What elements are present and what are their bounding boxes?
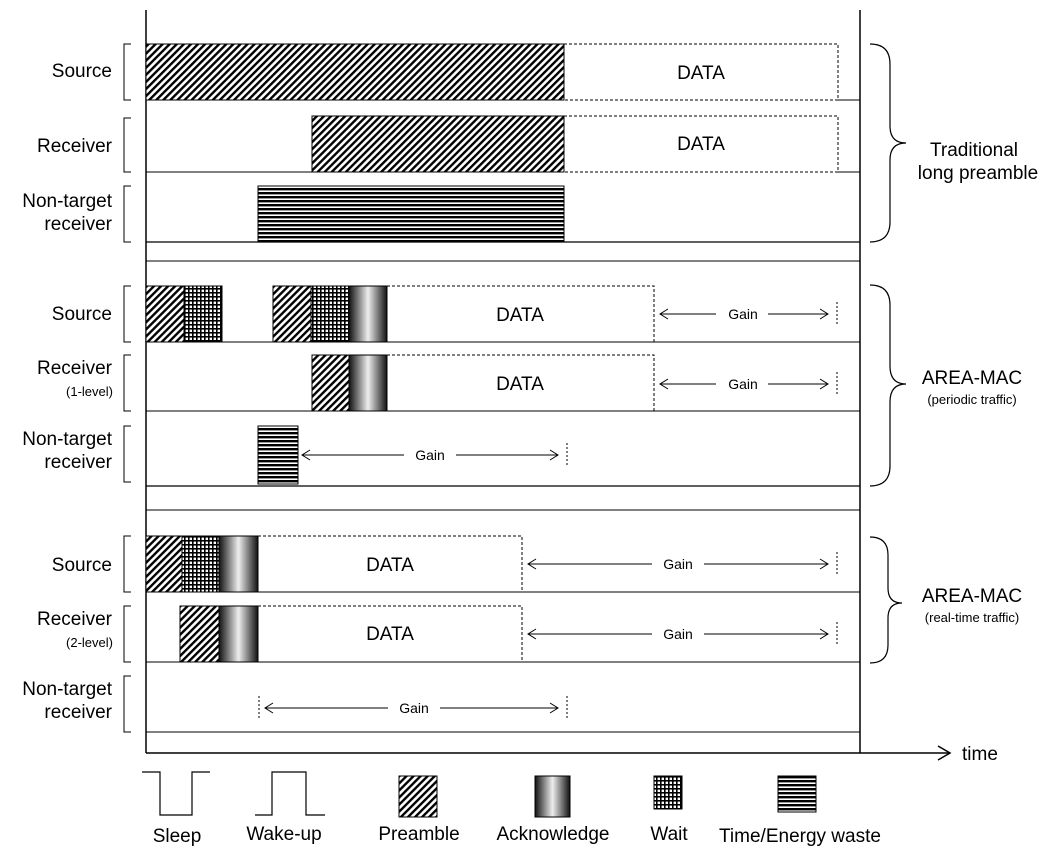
row-label-trad-receiver: Receiver [37, 136, 113, 157]
row-bracket-per-nontarget [123, 425, 131, 483]
legend-preamble-label: Preamble [378, 824, 459, 845]
trad-source-data-box [563, 43, 839, 101]
row-bracket-rt-nontarget [123, 675, 131, 733]
legend: Sleep Wake-up Preamble Acknowledge Wait … [142, 771, 881, 847]
time-axis-arrowhead [937, 745, 952, 761]
row-bracket-per-receiver [123, 354, 131, 412]
legend-waste-swatch [777, 775, 817, 813]
legend-sleep-label: Sleep [153, 826, 202, 847]
row-label-per-nontarget-2: receiver [44, 452, 112, 473]
per-source-preamble-2 [272, 285, 312, 343]
brace-traditional [869, 43, 907, 243]
legend-acknowledge-swatch [534, 775, 571, 818]
legend-preamble-swatch [398, 775, 438, 818]
per-receiver-gain-label: Gain [728, 376, 758, 392]
rt-source-data-box [257, 535, 523, 593]
per-receiver-data-label: DATA [496, 374, 544, 395]
group-label-realtime-2: (real-time traffic) [925, 610, 1019, 625]
row-label-trad-nontarget-2: receiver [44, 214, 112, 235]
per-source-data-label: DATA [496, 305, 544, 326]
row-bracket-per-source [123, 285, 131, 343]
row-bracket-trad-receiver [123, 117, 131, 173]
per-source-ack [348, 285, 388, 343]
per-nontarget-waste [257, 425, 299, 485]
per-receiver-ack [348, 354, 388, 412]
trad-source-data-label: DATA [677, 63, 725, 84]
trad-receiver-data-box [563, 115, 839, 173]
row-label-per-receiver: Receiver [37, 358, 113, 379]
brace-realtime [869, 536, 903, 664]
row-label-per-nontarget-1: Non-target [22, 429, 112, 450]
legend-sleep-symbol [142, 771, 210, 816]
legend-acknowledge-label: Acknowledge [496, 824, 609, 845]
brace-periodic [869, 284, 907, 487]
per-receiver-gain-arrow [659, 372, 838, 396]
trad-receiver-preamble [311, 115, 565, 173]
trad-nontarget-waste [257, 185, 565, 243]
group-label-traditional-2: long preamble [918, 163, 1038, 184]
row-label-rt-source: Source [52, 555, 112, 576]
row-label-rt-receiver-level: (2-level) [66, 635, 113, 650]
group-label-traditional-1: Traditional [930, 140, 1018, 161]
rt-receiver-gain-label: Gain [663, 626, 693, 642]
rt-receiver-ack [218, 605, 259, 663]
group-label-realtime-1: AREA-MAC [922, 586, 1022, 607]
row-label-trad-source: Source [52, 61, 112, 82]
per-source-gain-label: Gain [728, 306, 758, 322]
legend-wait-swatch [653, 775, 683, 810]
row-label-rt-nontarget-1: Non-target [22, 679, 112, 700]
legend-waste-label: Time/Energy waste [719, 826, 881, 847]
row-bracket-trad-source [123, 43, 131, 101]
legend-wakeup-label: Wake-up [246, 824, 321, 845]
per-receiver-preamble [311, 354, 350, 412]
per-nontarget-gain-arrow [301, 443, 568, 467]
legend-wakeup-symbol [255, 771, 325, 816]
group-label-periodic-1: AREA-MAC [922, 368, 1022, 389]
rt-source-gain-label: Gain [663, 556, 693, 572]
rt-source-gain-arrow [527, 552, 838, 576]
per-source-wait-2 [310, 285, 350, 343]
rt-receiver-preamble [179, 605, 220, 663]
per-source-gain-arrow [659, 302, 838, 326]
rt-source-wait [181, 535, 220, 593]
trad-source-preamble [145, 43, 565, 101]
row-label-rt-receiver: Receiver [37, 609, 113, 630]
rt-source-preamble [145, 535, 183, 593]
trad-receiver-data-label: DATA [677, 134, 725, 155]
row-label-per-source: Source [52, 304, 112, 325]
row-label-per-receiver-level: (1-level) [66, 384, 113, 399]
row-label-trad-nontarget-1: Non-target [22, 191, 112, 212]
time-axis-label: time [962, 744, 998, 765]
per-receiver-data-box [386, 354, 655, 412]
row-bracket-trad-nontarget [123, 185, 131, 243]
row-bracket-rt-source [123, 535, 131, 593]
per-nontarget-gain-label: Gain [415, 447, 445, 463]
per-source-preamble-1 [145, 285, 185, 343]
row-label-rt-nontarget-2: receiver [44, 702, 112, 723]
rt-receiver-data-box [257, 605, 523, 663]
per-source-data-box [386, 285, 655, 343]
rt-nontarget-gain-arrow [258, 696, 568, 720]
per-source-wait-1 [183, 285, 223, 343]
rt-receiver-data-label: DATA [366, 624, 414, 645]
rt-receiver-gain-arrow [527, 622, 838, 646]
row-bracket-rt-receiver [123, 605, 131, 663]
rt-nontarget-gain-label: Gain [399, 700, 429, 716]
rt-source-ack [218, 535, 259, 593]
legend-wait-label: Wait [650, 824, 688, 845]
rt-source-data-label: DATA [366, 555, 414, 576]
group-label-periodic-2: (periodic traffic) [927, 392, 1016, 407]
